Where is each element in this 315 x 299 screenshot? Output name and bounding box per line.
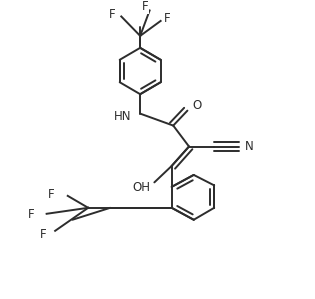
Text: F: F [163,12,170,25]
Text: F: F [40,228,47,241]
Text: F: F [48,188,54,201]
Text: HN: HN [114,109,132,123]
Text: F: F [142,0,149,13]
Text: N: N [244,140,253,153]
Text: OH: OH [133,181,151,194]
Text: F: F [108,8,115,22]
Text: O: O [192,99,202,112]
Text: F: F [27,208,34,221]
